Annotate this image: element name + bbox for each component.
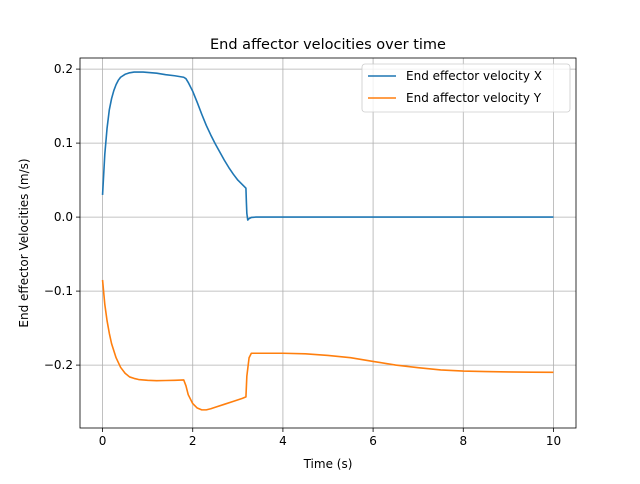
x-axis: 0 2 4 6 8 10 xyxy=(99,428,561,448)
x-tick-label: 0 xyxy=(99,434,107,448)
x-tick-label: 6 xyxy=(369,434,377,448)
legend: End effector velocity X End affector velo… xyxy=(361,63,571,113)
series-line-velocity-x xyxy=(101,71,554,221)
y-tick-label: 0.1 xyxy=(54,136,73,150)
x-axis-label: Time (s) xyxy=(303,457,353,471)
legend-label: End affector velocity Y xyxy=(406,91,542,105)
x-tick-label: 8 xyxy=(459,434,467,448)
chart-title: End affector velocities over time xyxy=(210,37,446,53)
x-tick-label: 10 xyxy=(546,434,561,448)
series-lines xyxy=(101,71,554,411)
series-line-velocity-y xyxy=(101,279,554,411)
legend-box xyxy=(361,63,571,113)
y-tick-label: 0.2 xyxy=(54,62,73,76)
y-tick-label: −0.1 xyxy=(44,284,73,298)
legend-label: End effector velocity X xyxy=(406,69,542,83)
x-tick-label: 4 xyxy=(279,434,287,448)
y-tick-label: −0.2 xyxy=(44,358,73,372)
plot-frame xyxy=(79,57,577,429)
y-axis-label: End effector Velocities (m/s) xyxy=(17,158,31,327)
x-tick-label: 2 xyxy=(189,434,197,448)
y-tick-label: 0.0 xyxy=(54,210,73,224)
y-axis: −0.2 −0.1 0.0 0.1 0.2 xyxy=(44,62,80,372)
